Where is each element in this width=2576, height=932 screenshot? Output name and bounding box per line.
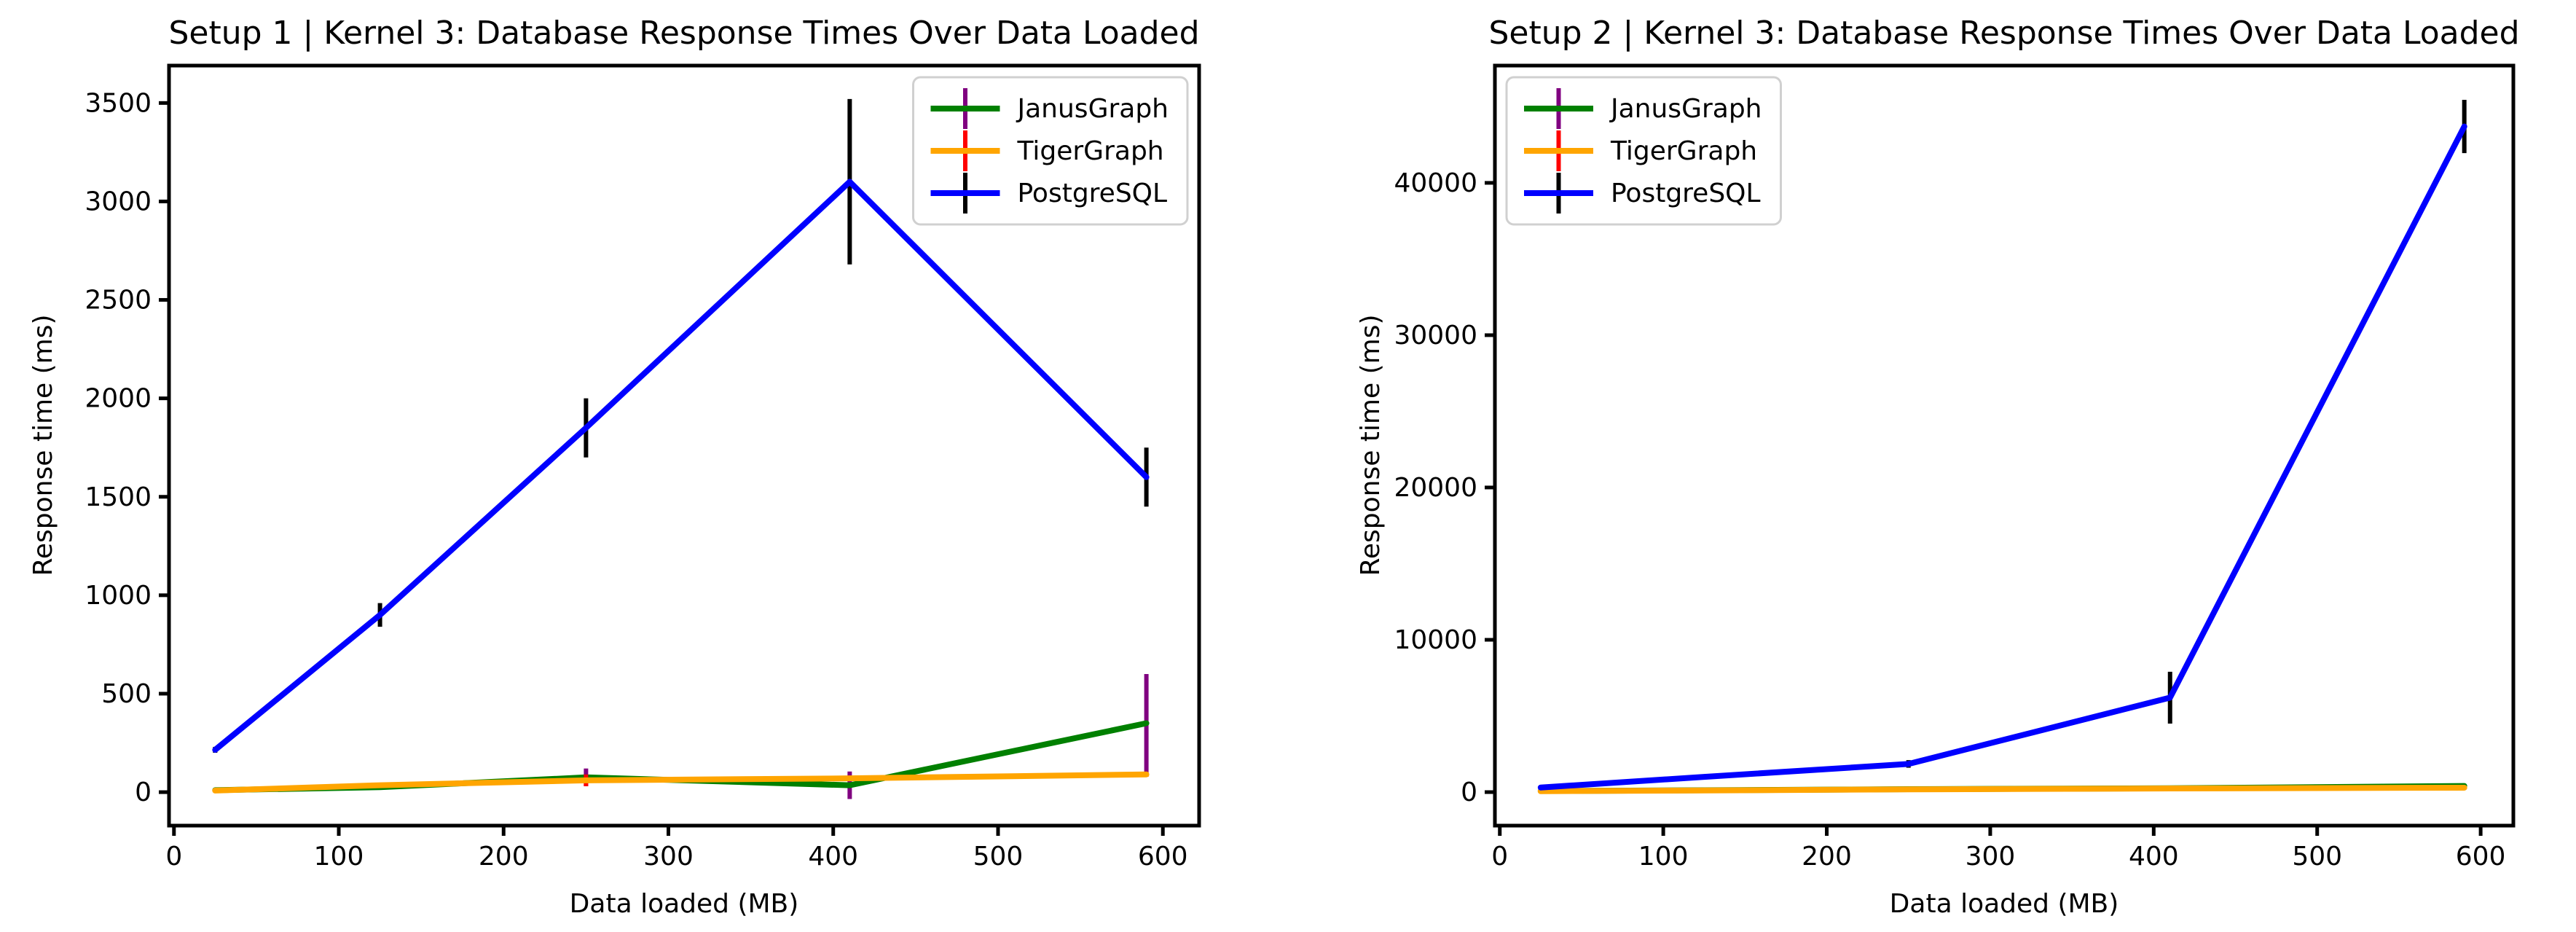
y-tick-label: 40000 — [1394, 168, 1477, 198]
legend: JanusGraph TigerGraph PostgreSQL — [1505, 76, 1782, 226]
subplot2-xaxis-label: Data loaded (MB) — [1890, 889, 2119, 919]
x-tick-label: 400 — [2129, 842, 2179, 872]
y-tick-label: 2000 — [85, 384, 152, 414]
x-tick-label: 300 — [643, 842, 694, 872]
y-tick-label: 3500 — [85, 88, 152, 118]
y-tick-label: 1500 — [85, 482, 152, 512]
subplot-setup1: 0 100 200 300 400 500 600 0 500 1000 1500 2000 2500 3… — [85, 63, 1201, 872]
y-tick-label: 2500 — [85, 286, 152, 316]
x-tick-label: 100 — [1638, 842, 1689, 872]
y-tick-label: 500 — [101, 679, 152, 709]
y-tick-label: 3000 — [85, 187, 152, 216]
subplot1-title: Setup 1 | Kernel 3: Database Response Ti… — [168, 15, 1199, 52]
y-tick-label: 0 — [1461, 778, 1477, 807]
series-line — [1537, 123, 2467, 791]
y-tick-label: 10000 — [1394, 625, 1477, 655]
x-tick-label: 400 — [808, 842, 858, 872]
series-line — [212, 771, 1150, 794]
legend-item-label: TigerGraph — [1610, 136, 1757, 166]
legend-box — [912, 76, 1189, 226]
x-tick-label: 200 — [479, 842, 529, 872]
x-tick-label: 300 — [1966, 842, 2016, 872]
y-tick-label: 30000 — [1394, 321, 1477, 351]
x-tick-label: 500 — [2292, 842, 2342, 872]
series-tigergraph — [1537, 784, 2467, 794]
x-tick-label: 200 — [1802, 842, 1852, 872]
subplot1-yaxis-label: Response time (ms) — [28, 314, 58, 576]
x-tick-label: 0 — [1491, 842, 1508, 872]
legend-item-label: TigerGraph — [1017, 136, 1164, 166]
legend-item-label: PostgreSQL — [1018, 179, 1168, 208]
legend-item-label: PostgreSQL — [1611, 179, 1761, 208]
axes-frame — [167, 63, 1201, 828]
subplot-setup2: 0 100 200 300 400 500 600 0 10000 20000 30000 40000… — [1394, 63, 2516, 872]
x-tick-label: 500 — [973, 842, 1024, 872]
legend-item-label: JanusGraph — [1016, 94, 1169, 124]
series-postgresql — [1537, 100, 2467, 791]
subplot2-yaxis-label: Response time (ms) — [1356, 314, 1386, 576]
legend-item-label: JanusGraph — [1609, 94, 1762, 124]
axes-frame — [1493, 63, 2516, 828]
series-line — [212, 179, 1150, 753]
legend: JanusGraph TigerGraph PostgreSQL — [912, 76, 1189, 226]
series-postgresql — [212, 98, 1150, 753]
series-line — [1537, 784, 2467, 794]
x-tick-label: 0 — [165, 842, 182, 872]
subplot2-title: Setup 2 | Kernel 3: Database Response Ti… — [1488, 15, 2519, 52]
x-tick-label: 600 — [2456, 842, 2506, 872]
y-tick-label: 0 — [135, 778, 152, 807]
legend-box — [1505, 76, 1782, 226]
y-tick-label: 20000 — [1394, 473, 1477, 503]
x-tick-label: 100 — [314, 842, 364, 872]
x-tick-label: 600 — [1138, 842, 1188, 872]
subplot1-xaxis-label: Data loaded (MB) — [570, 889, 799, 919]
series-tigergraph — [212, 771, 1150, 794]
y-tick-label: 1000 — [85, 581, 152, 611]
